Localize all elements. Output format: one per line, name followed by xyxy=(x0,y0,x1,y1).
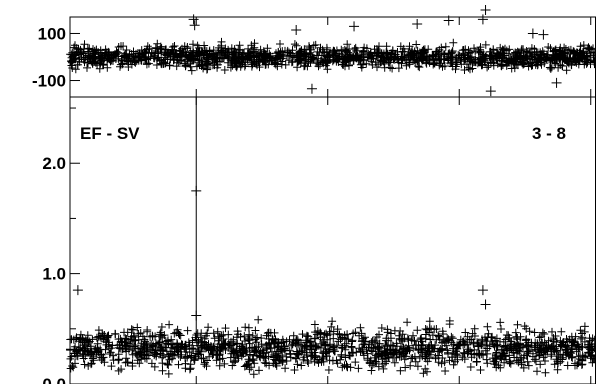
top-noise-points xyxy=(66,37,596,75)
top-ytick-label: -100 xyxy=(32,72,66,91)
bottom-noise-points xyxy=(66,315,596,379)
top-panel: 100 -100 xyxy=(32,4,596,98)
top-outlier-point xyxy=(480,4,491,15)
top-outlier-point xyxy=(485,86,496,97)
spike-point xyxy=(191,185,202,196)
top-noise-band xyxy=(66,37,596,75)
bottom-ytick-label: 1.0 xyxy=(42,265,66,284)
bottom-outlier-point xyxy=(477,285,488,296)
top-outlier-point xyxy=(538,29,549,40)
top-outlier-point xyxy=(477,14,488,25)
top-outlier-point xyxy=(188,14,199,25)
top-outlier-point xyxy=(349,21,360,32)
top-outlier-point xyxy=(189,20,200,31)
top-outlier-point xyxy=(412,19,423,30)
top-outlier-point xyxy=(306,83,317,94)
top-outlier-point xyxy=(527,28,538,39)
bottom-ytick-label: 2.0 xyxy=(42,154,66,173)
bottom-outlier-point xyxy=(72,285,83,296)
bottom-outlier-point xyxy=(480,299,491,310)
top-ytick-label: 100 xyxy=(38,24,66,43)
top-outlier-point xyxy=(443,15,454,26)
top-outlier-point xyxy=(291,24,302,35)
bottom-noise-band xyxy=(66,315,596,379)
top-outlier-point xyxy=(551,77,562,88)
bottom-ytick-label: 0.0 xyxy=(42,375,66,384)
panel-left-label: EF - SV xyxy=(80,124,140,143)
bottom-panel: 2.0 1.0 0.0 xyxy=(42,96,596,384)
panel-right-label: 3 - 8 xyxy=(532,124,566,143)
